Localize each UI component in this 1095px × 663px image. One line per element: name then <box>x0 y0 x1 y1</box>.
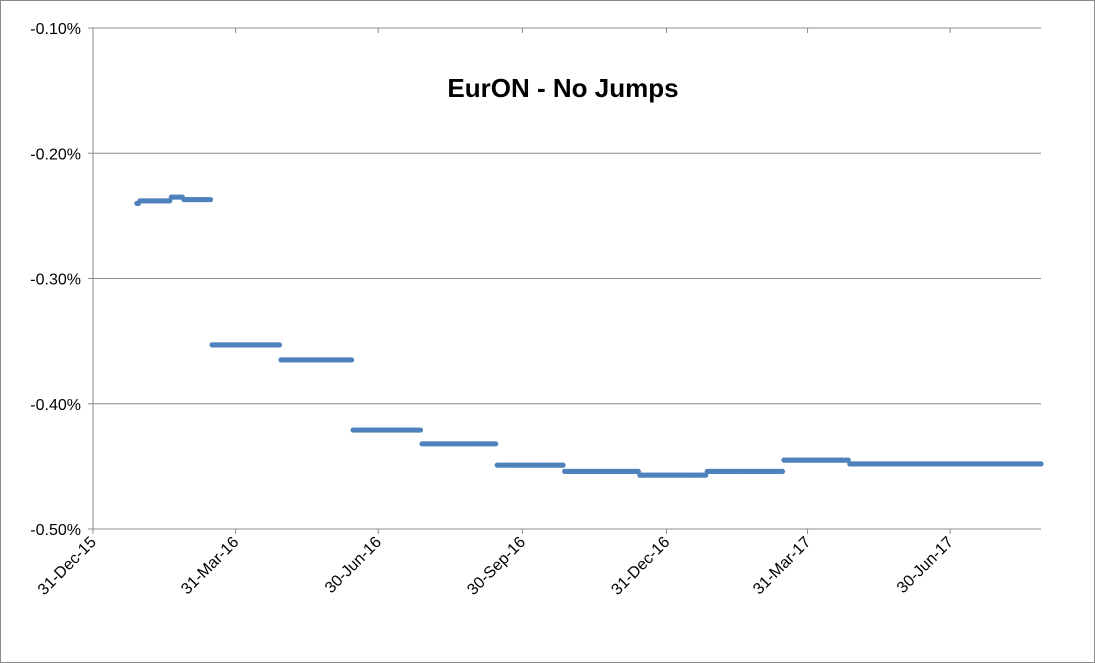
y-tick-label: -0.10% <box>30 21 81 38</box>
x-tick-label: 31-Dec-16 <box>608 534 673 599</box>
x-tick-label: 30-Sep-16 <box>464 534 529 599</box>
data-point <box>348 357 355 363</box>
y-tick-label: -0.30% <box>30 272 81 289</box>
data-point <box>417 427 424 433</box>
data-point <box>207 196 214 203</box>
x-tick-label: 30-Jun-16 <box>322 534 385 597</box>
x-axis-ticks: 31-Dec-15 31-Mar-16 30-Jun-16 30-Sep-16 31-D… <box>35 28 957 599</box>
data-point <box>779 468 786 474</box>
chart-title: EurON - No Jumps <box>447 73 678 103</box>
y-axis-ticks: -0.10% -0.20% -0.30% -0.40% -0.50% <box>30 21 93 539</box>
data-point <box>276 342 283 348</box>
data-point <box>1038 461 1044 467</box>
y-tick-label: -0.50% <box>30 522 81 539</box>
data-point <box>493 441 499 447</box>
data-point <box>560 462 566 468</box>
y-tick-label: -0.40% <box>30 397 81 414</box>
x-tick-label: 31-Dec-15 <box>35 534 100 599</box>
data-points <box>134 194 1044 478</box>
x-tick-label: 30-Jun-17 <box>894 534 957 597</box>
x-tick-label: 31-Mar-17 <box>750 534 814 598</box>
y-tick-label: -0.20% <box>30 146 81 163</box>
x-tick-label: 31-Mar-16 <box>178 534 242 598</box>
grid-lines <box>93 27 1041 530</box>
